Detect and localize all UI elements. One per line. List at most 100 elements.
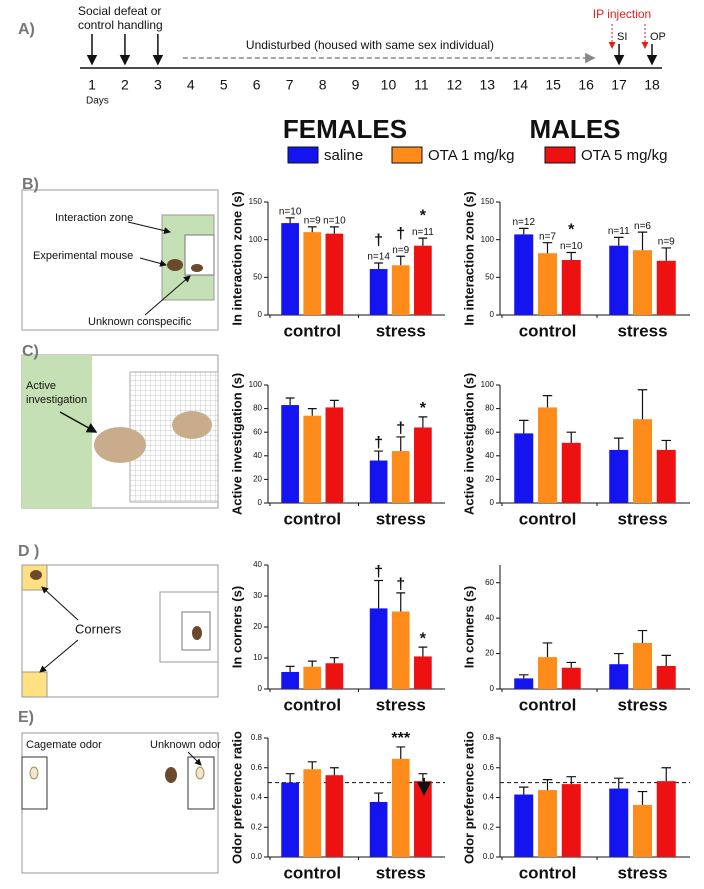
days-label: Days xyxy=(86,96,109,107)
diagram-label: Experimental mouse xyxy=(33,250,133,262)
error-bar xyxy=(542,779,553,791)
group-title: FEMALES xyxy=(283,114,407,144)
bar xyxy=(538,407,557,503)
error-bar xyxy=(637,231,648,251)
n-label: n=12 xyxy=(512,217,535,228)
bar xyxy=(325,233,344,315)
y-tick-label: 0.2 xyxy=(251,822,263,831)
day-label: 12 xyxy=(447,77,463,93)
x-tick-label: control xyxy=(283,863,341,882)
error-bar xyxy=(285,665,295,672)
n-label: n=7 xyxy=(539,231,556,242)
n-label: n=9 xyxy=(304,216,321,227)
n-label: n=10 xyxy=(560,241,583,252)
significance-mark: † xyxy=(374,232,383,249)
y-tick-label: 0.6 xyxy=(251,763,263,772)
day-label: 14 xyxy=(512,77,528,93)
error-bar xyxy=(329,657,339,664)
y-tick-label: 0.4 xyxy=(483,793,495,802)
error-bar xyxy=(519,227,529,235)
bar xyxy=(414,656,432,689)
x-tick-label: control xyxy=(283,695,341,714)
bar xyxy=(414,781,432,857)
legend-label: saline xyxy=(324,147,363,164)
y-axis-title: Odor preference ratio xyxy=(229,731,244,864)
bar xyxy=(281,405,299,503)
diagram-b xyxy=(21,189,219,331)
y-axis-title: In interaction zone (s) xyxy=(229,191,244,325)
error-bar xyxy=(329,767,339,776)
bar xyxy=(303,769,322,857)
diagram-label: investigation xyxy=(26,394,87,406)
day-label: 16 xyxy=(578,77,594,93)
x-tick-label: stress xyxy=(617,321,667,340)
error-bar xyxy=(542,642,553,658)
y-tick-label: 0 xyxy=(490,684,495,693)
error-bar xyxy=(614,777,624,789)
day-label: 4 xyxy=(187,77,195,93)
y-tick-label: 0.0 xyxy=(251,852,263,861)
y-axis-title: In corners (s) xyxy=(461,586,476,668)
bar xyxy=(633,804,652,857)
diagram-label: Unknown conspecific xyxy=(88,316,192,328)
bar xyxy=(609,788,629,857)
error-bar xyxy=(519,674,529,679)
bar xyxy=(538,790,557,857)
x-tick-label: stress xyxy=(617,863,667,882)
bar xyxy=(538,253,557,315)
day-label: 8 xyxy=(319,77,327,93)
error-bar xyxy=(519,419,529,434)
bar xyxy=(369,460,388,503)
panel-label: C) xyxy=(22,343,39,360)
x-tick-label: control xyxy=(519,863,577,882)
bar xyxy=(514,794,534,857)
error-bar xyxy=(637,790,648,805)
y-tick-label: 30 xyxy=(253,591,262,600)
bar xyxy=(656,781,676,857)
error-bar xyxy=(396,255,406,266)
error-bar xyxy=(566,251,576,261)
y-tick-label: 40 xyxy=(253,451,262,460)
y-tick-label: 60 xyxy=(485,427,494,436)
error-bar xyxy=(637,389,648,420)
y-axis-title: In interaction zone (s) xyxy=(461,191,476,325)
y-tick-label: 50 xyxy=(253,272,262,281)
error-bar xyxy=(307,408,317,416)
bar xyxy=(633,419,652,503)
error-bar xyxy=(285,217,295,224)
bar xyxy=(514,234,534,315)
y-tick-label: 50 xyxy=(485,272,494,281)
error-bar xyxy=(307,226,317,233)
bar xyxy=(325,663,344,689)
error-bar xyxy=(374,262,384,270)
bar xyxy=(325,775,344,857)
bar xyxy=(538,657,557,689)
error-bar xyxy=(418,237,428,246)
day-label: 2 xyxy=(121,77,129,93)
bar xyxy=(391,451,410,503)
error-bar xyxy=(542,242,553,254)
bar xyxy=(656,665,676,689)
x-tick-label: control xyxy=(519,321,577,340)
significance-mark: † xyxy=(396,420,405,437)
error-bar xyxy=(418,416,428,428)
bar xyxy=(303,232,322,315)
error-bar xyxy=(329,226,339,234)
significance-mark: * xyxy=(420,207,427,224)
bar xyxy=(414,427,432,503)
error-bar xyxy=(285,397,295,406)
x-tick-label: stress xyxy=(376,695,426,714)
day-label: 6 xyxy=(253,77,261,93)
bar xyxy=(514,678,534,689)
panel-label: D ) xyxy=(18,543,39,560)
day-label: 18 xyxy=(644,77,660,93)
x-tick-label: stress xyxy=(617,695,667,714)
panel-label: B) xyxy=(22,176,39,193)
bar xyxy=(514,433,534,503)
legend-label: OTA 5 mg/kg xyxy=(581,147,667,164)
error-bar xyxy=(307,660,317,667)
x-tick-label: stress xyxy=(376,509,426,528)
error-bar xyxy=(661,767,671,782)
